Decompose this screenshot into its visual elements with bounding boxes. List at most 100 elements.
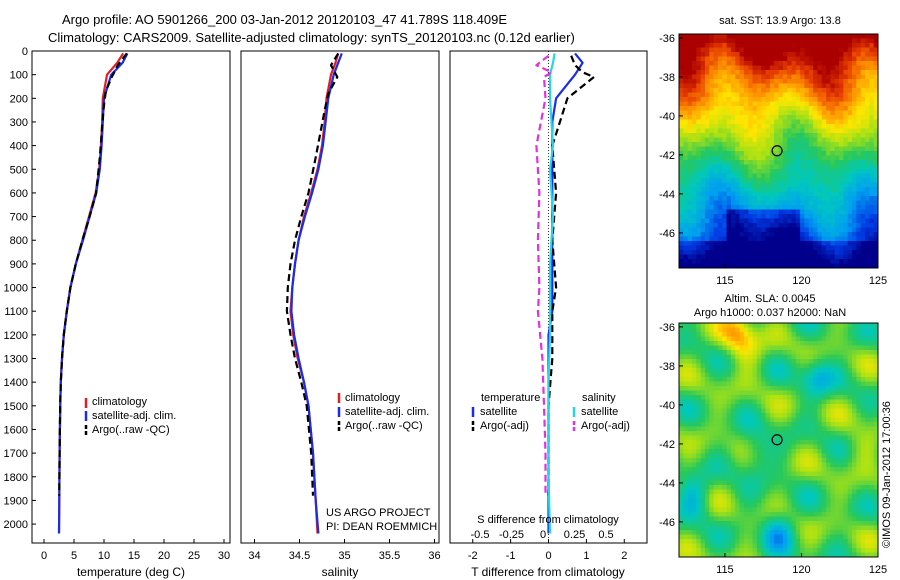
heatmap-cell — [860, 345, 866, 351]
heatmap-cell — [735, 413, 740, 418]
heatmap-cell — [743, 178, 749, 183]
heatmap-cell — [873, 47, 879, 53]
heatmap-cell — [761, 218, 766, 224]
heatmap-cell — [847, 408, 853, 414]
heatmap-cell — [821, 106, 827, 111]
heatmap-cell — [800, 534, 805, 540]
heatmap-cell — [830, 155, 836, 161]
heatmap-cell — [865, 52, 870, 57]
heatmap-cell — [804, 494, 810, 499]
heatmap-cell — [717, 516, 723, 522]
heatmap-cell — [847, 245, 853, 251]
heatmap-cell — [683, 142, 689, 147]
heatmap-cell — [795, 205, 801, 210]
heatmap-cell — [856, 106, 862, 111]
heatmap-cell — [717, 494, 723, 499]
series-line-argo-adj- — [535, 54, 553, 496]
heatmap-cell — [679, 543, 684, 549]
heatmap-cell — [800, 74, 805, 80]
heatmap-cell — [856, 250, 862, 255]
heatmap-cell — [717, 205, 723, 210]
heatmap-cell — [782, 245, 788, 251]
heatmap-cell — [791, 494, 797, 499]
heatmap-cell — [709, 182, 715, 188]
heatmap-cell — [787, 142, 792, 147]
heatmap-cell — [778, 160, 784, 165]
heatmap-cell — [817, 182, 823, 188]
sla-map-title: Altim. SLA: 0.0045 — [724, 293, 815, 305]
heatmap-cell — [834, 34, 840, 39]
heatmap-cell — [743, 368, 749, 373]
heatmap-cell — [821, 209, 827, 215]
heatmap-cell — [752, 467, 758, 472]
heatmap-cell — [691, 124, 697, 129]
heatmap-cell — [873, 426, 879, 432]
heatmap-cell — [713, 327, 719, 333]
heatmap-cell — [713, 92, 719, 98]
heatmap-cell — [821, 173, 827, 179]
heatmap-cell — [717, 200, 723, 206]
heatmap-cell — [787, 530, 792, 535]
heatmap-cell — [852, 34, 857, 39]
heatmap-cell — [830, 115, 836, 120]
heatmap-cell — [852, 440, 857, 445]
heatmap-cell — [704, 254, 710, 260]
heatmap-cell — [865, 115, 870, 120]
heatmap-cell — [787, 368, 792, 373]
heatmap-cell — [774, 345, 779, 351]
heatmap-cell — [730, 336, 736, 342]
heatmap-cell — [791, 350, 797, 355]
heatmap-cell — [739, 254, 745, 260]
heatmap-cell — [752, 83, 758, 89]
heatmap-cell — [679, 467, 684, 472]
heatmap-cell — [813, 381, 818, 387]
heatmap-cell — [722, 34, 727, 39]
heatmap-cell — [873, 124, 879, 129]
heatmap-cell — [687, 137, 693, 143]
heatmap-cell — [765, 390, 771, 396]
heatmap-cell — [704, 368, 710, 373]
heatmap-cell — [778, 245, 784, 251]
x-tick-label: 120 — [792, 564, 810, 576]
heatmap-cell — [813, 332, 818, 337]
heatmap-cell — [679, 476, 684, 481]
heatmap-cell — [813, 61, 818, 66]
heatmap-cell — [821, 552, 827, 558]
heatmap-cell — [839, 245, 844, 251]
heatmap-cell — [830, 232, 836, 237]
heatmap-cell — [679, 341, 684, 346]
heatmap-cell — [774, 507, 779, 513]
heatmap-cell — [852, 137, 857, 143]
heatmap-cell — [717, 548, 723, 553]
heatmap-cell — [743, 146, 749, 152]
heatmap-cell — [808, 205, 814, 210]
heatmap-cell — [839, 205, 844, 210]
heatmap-cell — [839, 254, 844, 260]
heatmap-cell — [808, 191, 814, 197]
heatmap-cell — [795, 173, 801, 179]
heatmap-cell — [834, 458, 840, 463]
heatmap-cell — [756, 47, 762, 53]
series-line-argo-raw-qc- — [285, 52, 340, 496]
x-tick-label: 10 — [98, 550, 110, 562]
heatmap-cell — [761, 169, 766, 174]
heatmap-cell — [713, 205, 719, 210]
heatmap-cell — [691, 142, 697, 147]
heatmap-cell — [756, 336, 762, 342]
heatmap-cell — [795, 169, 801, 174]
heatmap-cell — [826, 187, 831, 192]
heatmap-cell — [743, 259, 749, 264]
heatmap-cell — [704, 232, 710, 237]
heatmap-cell — [691, 323, 697, 328]
heatmap-cell — [683, 34, 689, 39]
heatmap-cell — [739, 332, 745, 337]
heatmap-cell — [843, 363, 849, 369]
heatmap-cell — [709, 218, 715, 224]
heatmap-cell — [782, 485, 788, 490]
heatmap-cell — [752, 88, 758, 93]
heatmap-cell — [804, 160, 810, 165]
legend-label-s-argo: Argo(-adj) — [581, 420, 630, 432]
heatmap-cell — [765, 534, 771, 540]
heatmap-cell — [869, 169, 875, 174]
heatmap-cell — [826, 530, 831, 535]
